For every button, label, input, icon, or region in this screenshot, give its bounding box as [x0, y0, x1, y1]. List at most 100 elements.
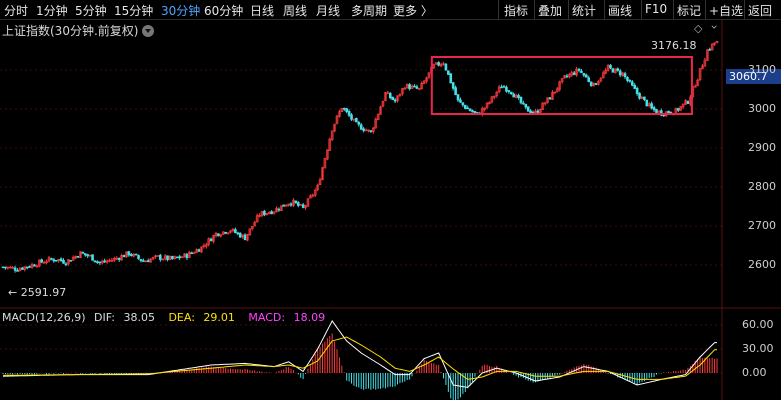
candle-body: [207, 238, 211, 245]
tab-1[interactable]: 1分钟: [36, 4, 68, 18]
high-price-label: 3176.18: [651, 39, 697, 52]
candle-body: [638, 92, 641, 99]
tab-3[interactable]: 15分钟: [114, 4, 154, 18]
toolbar-separator: [498, 0, 499, 19]
candle-body: [241, 234, 244, 238]
tab-4[interactable]: 30分钟: [161, 4, 201, 18]
candle-body: [13, 267, 17, 271]
candle-body: [289, 203, 293, 206]
candle-body: [180, 256, 184, 259]
candle-body: [212, 235, 215, 242]
tab-8[interactable]: 月线: [316, 4, 341, 18]
candle-body: [696, 79, 699, 87]
tab-9[interactable]: 多周期: [351, 4, 388, 18]
chevron-right-icon[interactable]: ›: [707, 24, 722, 30]
candle-body: [253, 222, 257, 227]
toolbar-btn-4[interactable]: F10: [645, 2, 668, 16]
candle-body: [197, 249, 201, 252]
candle-body: [459, 99, 462, 103]
candle-body: [282, 204, 286, 207]
candle-body: [415, 86, 419, 89]
chart-title-text: 上证指数(30分钟.前复权): [2, 24, 139, 38]
tab-5[interactable]: 60分钟: [204, 4, 244, 18]
toolbar-btn-3[interactable]: 画线: [608, 4, 633, 18]
tab-6[interactable]: 日线: [250, 4, 275, 18]
tab-10[interactable]: 更多 〉: [393, 4, 433, 18]
candle-body: [11, 267, 14, 269]
candle-body: [93, 260, 97, 262]
candle-body: [122, 255, 126, 258]
candle-body: [8, 266, 12, 269]
candle-body: [667, 110, 670, 114]
candle-body: [471, 110, 474, 113]
chart-title[interactable]: 上证指数(30分钟.前复权): [2, 22, 155, 39]
candle-body: [403, 87, 407, 90]
candle-body: [231, 228, 235, 231]
tab-0[interactable]: 分时: [4, 4, 29, 18]
candle-body: [529, 110, 532, 114]
candle-body: [88, 254, 92, 257]
candle-body: [139, 259, 143, 262]
candle-body: [633, 84, 637, 89]
candle-body: [650, 103, 653, 109]
toolbar-btn-0[interactable]: 指标: [504, 4, 529, 18]
tab-7[interactable]: 周线: [283, 4, 308, 18]
candle-body: [108, 259, 111, 262]
dea-line: [3, 336, 717, 380]
candle-body: [507, 90, 511, 92]
candle-body: [604, 69, 607, 74]
candle-body: [589, 81, 593, 86]
candle-body: [299, 204, 303, 206]
candle-body: [526, 106, 530, 112]
candle-body: [488, 101, 491, 104]
toolbar-btn-1[interactable]: 叠加: [538, 4, 563, 18]
candle-body: [456, 94, 460, 101]
toolbar-btn-7[interactable]: 返回: [748, 4, 773, 18]
toolbar-separator: [568, 0, 569, 19]
candle-body: [83, 253, 87, 256]
candle-body: [263, 210, 266, 216]
candle-body: [432, 64, 436, 69]
chevron-down-icon[interactable]: [142, 25, 155, 37]
candle-body: [553, 91, 557, 94]
candle-body: [398, 94, 402, 96]
candle-body: [287, 203, 290, 206]
candle-body: [62, 259, 65, 264]
candle-body: [132, 253, 135, 257]
candle-body: [221, 231, 225, 235]
candle-body: [120, 255, 123, 261]
tab-2[interactable]: 5分钟: [75, 4, 107, 18]
candle-body: [35, 265, 39, 268]
y-tick-label: 2700: [748, 219, 776, 232]
toolbar-btn-5[interactable]: 标记: [677, 4, 702, 18]
candle-body: [340, 108, 344, 113]
candle-body: [250, 226, 254, 229]
candle-body: [113, 258, 116, 261]
candle-body: [205, 244, 208, 247]
candle-body: [519, 96, 523, 104]
candle-body: [47, 257, 51, 262]
candle-body: [364, 129, 368, 132]
low-price-label: ← 2591.97: [8, 286, 67, 299]
candle-body: [59, 258, 63, 262]
candle-body: [323, 158, 327, 169]
candle-body: [74, 255, 77, 259]
candle-body: [195, 249, 198, 253]
candle-body: [69, 259, 73, 262]
macd-indicator-name[interactable]: MACD(12,26,9): [2, 311, 86, 324]
candle-body: [272, 211, 276, 214]
toolbar-btn-6[interactable]: +自选: [709, 4, 744, 18]
candle-body: [713, 42, 716, 45]
candle-body: [372, 127, 375, 133]
candle-body: [52, 259, 56, 262]
candle-body: [681, 103, 685, 108]
toolbar-btn-2[interactable]: 统计: [572, 4, 597, 18]
candle-body: [79, 251, 82, 258]
candle-body: [710, 43, 714, 51]
candle-body: [413, 85, 416, 88]
diamond-icon[interactable]: ◇: [694, 22, 703, 35]
candle-body: [18, 268, 22, 272]
candle-body: [524, 103, 528, 108]
candle-body: [280, 205, 283, 211]
